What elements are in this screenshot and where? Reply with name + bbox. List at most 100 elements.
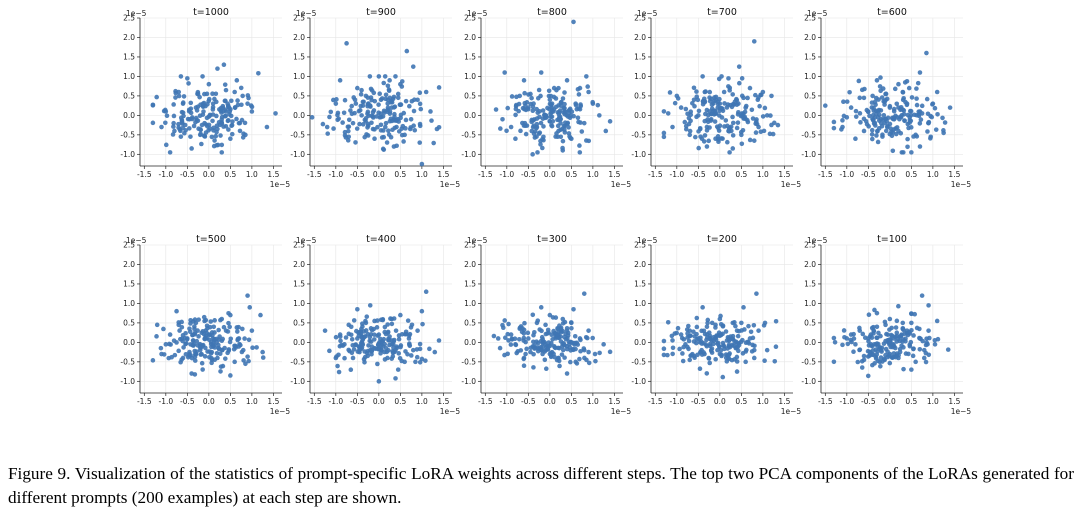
- data-point: [384, 140, 390, 145]
- data-point: [357, 346, 363, 351]
- data-point: [387, 342, 392, 348]
- data-point: [522, 320, 527, 326]
- data-point: [745, 95, 750, 101]
- x-scale-label: 1e−5: [440, 180, 461, 189]
- data-point: [334, 354, 339, 359]
- data-point: [578, 348, 583, 354]
- data-point: [575, 86, 581, 92]
- data-point: [399, 358, 405, 364]
- data-point: [690, 100, 695, 106]
- data-point: [883, 128, 889, 134]
- data-point: [725, 346, 730, 351]
- data-point: [226, 347, 232, 352]
- data-point: [513, 136, 518, 142]
- data-point: [831, 335, 837, 341]
- data-point: [423, 358, 428, 363]
- data-point: [353, 101, 359, 106]
- data-point: [349, 103, 355, 109]
- data-point: [553, 345, 558, 351]
- y-tick-label: 0.0: [293, 338, 305, 347]
- data-point: [687, 128, 693, 134]
- data-point: [502, 70, 507, 75]
- y-tick-label: 2.5: [804, 241, 816, 250]
- data-point: [365, 111, 370, 117]
- x-tick-label: 0.0: [884, 170, 896, 179]
- data-point: [845, 341, 851, 347]
- x-tick-label: 1.0: [757, 170, 769, 179]
- data-point: [934, 89, 940, 95]
- x-tick-label: 1.5: [948, 397, 960, 406]
- data-point: [357, 107, 363, 113]
- data-point: [681, 344, 686, 350]
- data-point: [672, 100, 678, 106]
- data-point: [154, 322, 160, 328]
- scatter-panel-t-1000: -1.5 -1.0 -0.5 0.0 0.5 1.0 1.5 2.5 2.0 1.5 1.0 0.5 0…: [120, 7, 290, 189]
- data-point: [223, 87, 229, 93]
- data-point: [381, 108, 387, 114]
- data-point: [201, 133, 207, 139]
- data-point: [228, 373, 233, 378]
- data-point: [679, 335, 685, 341]
- y-tick-label: 0.0: [634, 338, 646, 347]
- data-point: [887, 360, 893, 366]
- data-point: [832, 339, 838, 345]
- data-point: [758, 92, 763, 98]
- y-tick-label: -0.5: [120, 131, 135, 140]
- data-point: [366, 343, 371, 348]
- data-point: [707, 89, 713, 95]
- data-point: [730, 120, 736, 126]
- data-point: [210, 118, 215, 124]
- y-tick-label: 1.0: [123, 72, 135, 81]
- data-point: [500, 322, 505, 328]
- data-point: [729, 104, 735, 110]
- data-point: [196, 317, 201, 322]
- data-point: [505, 105, 511, 111]
- data-point: [841, 328, 847, 333]
- data-point: [199, 141, 204, 147]
- data-point: [916, 113, 922, 119]
- data-point: [869, 132, 875, 137]
- data-point: [739, 320, 744, 326]
- data-point: [396, 351, 402, 356]
- data-point: [892, 86, 898, 92]
- data-point: [409, 322, 415, 328]
- data-point: [420, 321, 425, 327]
- data-point: [859, 365, 865, 370]
- x-scale-label: 1e−5: [781, 407, 802, 416]
- y-tick-label: -0.5: [120, 358, 135, 367]
- data-point: [392, 125, 398, 131]
- data-point: [348, 324, 354, 330]
- data-point: [900, 339, 905, 344]
- x-scale-label: 1e−5: [611, 180, 632, 189]
- scatter-panel-t-900: -1.5 -1.0 -0.5 0.0 0.5 1.0 1.5 2.5 2.0 1.5 1.0 0.5 0…: [290, 7, 460, 189]
- data-point: [592, 351, 598, 357]
- data-point: [212, 357, 218, 363]
- x-tick-label: 1.5: [267, 170, 279, 179]
- data-point: [150, 358, 156, 363]
- data-point: [885, 115, 891, 121]
- data-point: [213, 99, 219, 105]
- data-point: [703, 342, 709, 347]
- x-tick-label: -0.5: [180, 170, 195, 179]
- data-point: [219, 110, 224, 115]
- data-point: [702, 133, 708, 138]
- data-point: [750, 116, 756, 121]
- data-point: [375, 361, 380, 367]
- data-point: [509, 337, 515, 342]
- data-point: [398, 312, 403, 318]
- data-point: [525, 106, 531, 112]
- data-point: [368, 86, 374, 92]
- data-point: [502, 318, 508, 323]
- data-point: [715, 347, 720, 353]
- x-tick-label: -1.0: [158, 170, 173, 179]
- x-scale-label: 1e−5: [440, 407, 461, 416]
- data-point: [665, 111, 671, 116]
- data-point: [362, 354, 368, 360]
- data-point: [333, 334, 339, 340]
- data-point: [732, 320, 737, 325]
- data-point: [748, 329, 754, 335]
- data-point: [375, 124, 380, 130]
- data-point: [581, 291, 587, 296]
- data-point: [682, 119, 688, 125]
- y-tick-label: 2.5: [464, 241, 476, 250]
